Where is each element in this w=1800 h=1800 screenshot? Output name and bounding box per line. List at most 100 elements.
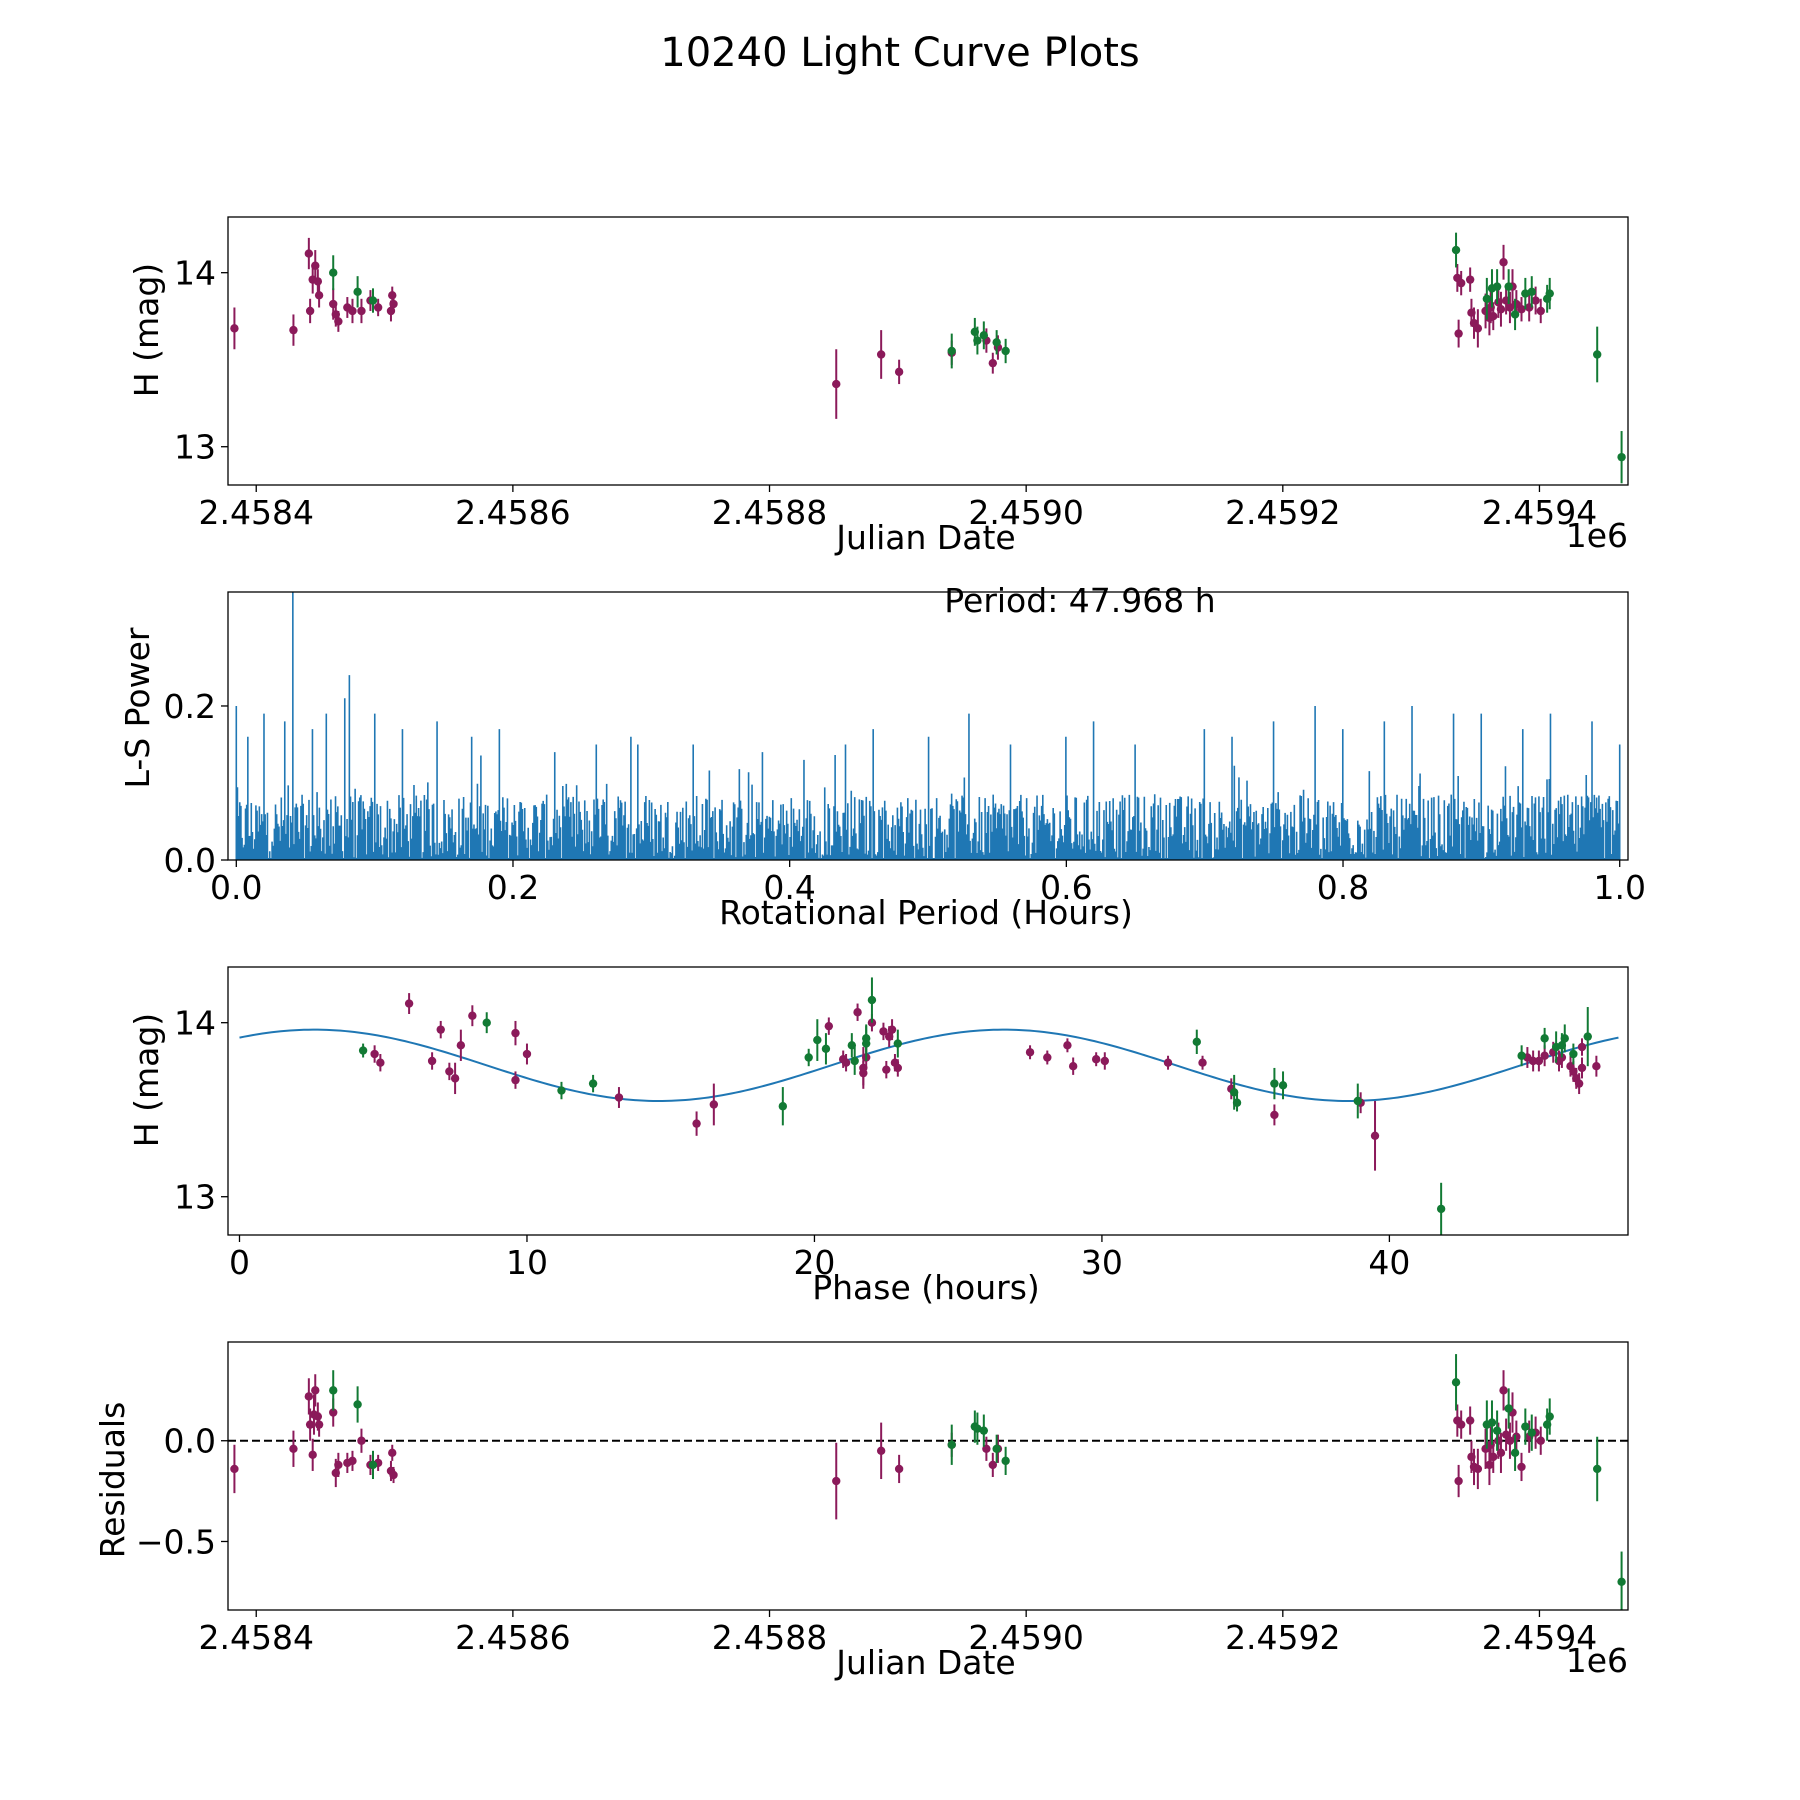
- phased-xtick-label: 10: [506, 1243, 548, 1282]
- phased-point-purple: [841, 1058, 851, 1067]
- residuals-point-purple: [334, 1460, 343, 1470]
- phased-point-green: [1270, 1079, 1279, 1088]
- residuals-point-green: [979, 1426, 989, 1435]
- periodogram-frame: [227, 591, 1629, 861]
- lightcurve-point-purple: [334, 317, 343, 326]
- residuals-point-purple: [357, 1436, 366, 1445]
- phased-point-green: [588, 1079, 598, 1088]
- phased-point-green: [850, 1056, 859, 1066]
- phased-point-green: [813, 1035, 822, 1045]
- periodogram-xlabel: Rotational Period (Hours): [719, 893, 1133, 932]
- lightcurve-point-purple: [373, 303, 383, 312]
- lightcurve-point-green: [1001, 346, 1010, 356]
- residuals-point-green: [1451, 1378, 1461, 1387]
- phased-point-green: [1353, 1096, 1362, 1106]
- lightcurve-point-purple: [1456, 278, 1466, 288]
- lightcurve-point-green: [1527, 287, 1536, 297]
- residuals-xtick-label: 2.4594: [1482, 1618, 1597, 1657]
- phased-xtick-label: 40: [1368, 1243, 1410, 1282]
- periodogram-xtick-label: 0.8: [1317, 868, 1369, 907]
- lightcurve-point-purple: [304, 249, 314, 258]
- lightcurve-point-purple: [305, 306, 315, 316]
- phased-point-purple: [1100, 1056, 1109, 1066]
- residuals-point-green: [947, 1440, 956, 1449]
- residuals-point-purple: [876, 1446, 886, 1456]
- phased-point-purple: [456, 1041, 466, 1050]
- phased-point-green: [1540, 1034, 1549, 1043]
- lightcurve-point-purple: [1496, 305, 1506, 314]
- phased-point-purple: [427, 1056, 437, 1066]
- periodogram-panel: Rotational Period (Hours) L-S Power Peri…: [118, 581, 1646, 932]
- residuals-xtick-label: 2.4586: [455, 1618, 570, 1657]
- lightcurve-ylabel: H (mag): [127, 263, 166, 397]
- phased-xtick-label: 0: [229, 1243, 250, 1282]
- phased-point-green: [1569, 1049, 1578, 1059]
- phased-xtick-label: 30: [1081, 1243, 1123, 1282]
- phased-point-purple: [709, 1100, 719, 1109]
- phased-point-purple: [468, 1011, 477, 1020]
- lightcurve-point-green: [979, 331, 989, 340]
- phased-model-curve: [239, 1028, 1619, 1103]
- phased-point-purple: [882, 1065, 891, 1074]
- lightcurve-point-purple: [894, 367, 904, 377]
- lightcurve-point-green: [353, 287, 362, 297]
- lightcurve-point-green: [329, 268, 338, 277]
- residuals-xtick-label: 2.4584: [198, 1618, 313, 1657]
- lightcurve-offset-label: 1e6: [1566, 516, 1628, 555]
- phased-point-purple: [1025, 1048, 1035, 1057]
- residuals-point-green: [353, 1400, 362, 1409]
- phased-point-purple: [859, 1068, 868, 1078]
- residuals-panel: Julian Date Residuals 1e6 2.4584 2.4586 2.…: [93, 1341, 1629, 1682]
- residuals-point-green: [1593, 1464, 1602, 1474]
- phased-point-green: [893, 1039, 903, 1048]
- residuals-point-purple: [311, 1386, 320, 1395]
- periodogram-xtick-label: 0.2: [487, 868, 539, 907]
- lightcurve-point-purple: [1454, 329, 1463, 338]
- lightcurve-xtick-label: 2.4590: [968, 493, 1083, 532]
- lightcurve-point-green: [1593, 350, 1602, 359]
- phased-point-purple: [1528, 1056, 1538, 1066]
- residuals-point-green: [992, 1444, 1001, 1453]
- residuals-offset-label: 1e6: [1566, 1641, 1628, 1680]
- residuals-point-purple: [1456, 1420, 1466, 1429]
- lightcurve-point-purple: [1536, 306, 1545, 316]
- phased-xlabel: Phase (hours): [812, 1268, 1040, 1307]
- phased-point-purple: [1574, 1079, 1584, 1088]
- phased-point-green: [1436, 1204, 1446, 1214]
- residuals-point-purple: [1536, 1436, 1545, 1445]
- phased-panel: Phase (hours) H (mag) 0 10 20 30 40 13 14: [127, 966, 1629, 1307]
- phased-point-purple: [1163, 1058, 1173, 1067]
- phased-point-green: [482, 1018, 491, 1027]
- phased-point-purple: [404, 999, 414, 1008]
- residuals-point-purple: [1512, 1432, 1521, 1441]
- lightcurve-xlabel: Julian Date: [834, 518, 1016, 557]
- lightcurve-point-green: [1521, 289, 1530, 298]
- residuals-point-green: [1521, 1422, 1530, 1431]
- residuals-point-green: [1001, 1456, 1010, 1466]
- residuals-point-green: [1617, 1577, 1626, 1586]
- lightcurve-point-purple: [832, 379, 841, 389]
- periodogram-ylabel: L-S Power: [118, 627, 157, 788]
- lightcurve-point-purple: [1499, 258, 1508, 267]
- phased-point-purple: [1577, 1063, 1587, 1073]
- lightcurve-point-purple: [348, 306, 357, 316]
- phased-point-purple: [445, 1067, 454, 1076]
- lightcurve-point-green: [1504, 282, 1513, 291]
- residuals-point-purple: [1505, 1436, 1515, 1445]
- residuals-point-purple: [304, 1392, 314, 1401]
- phased-point-green: [1583, 1032, 1592, 1041]
- lightcurve-point-purple: [388, 291, 397, 300]
- residuals-xtick-label: 2.4592: [1225, 1618, 1340, 1657]
- lightcurve-point-purple: [357, 306, 366, 316]
- phased-point-purple: [1557, 1053, 1567, 1062]
- phased-ylabel: H (mag): [127, 1013, 166, 1147]
- periodogram-xtick-label: 0.0: [210, 868, 262, 907]
- phased-point-green: [804, 1053, 813, 1062]
- lightcurve-point-purple: [1473, 324, 1483, 333]
- phased-point-purple: [1068, 1061, 1078, 1071]
- lightcurve-point-purple: [1465, 275, 1475, 284]
- phased-xtick-label: 20: [793, 1243, 835, 1282]
- residuals-frame: [227, 1341, 1629, 1611]
- lightcurve-point-green: [992, 338, 1001, 347]
